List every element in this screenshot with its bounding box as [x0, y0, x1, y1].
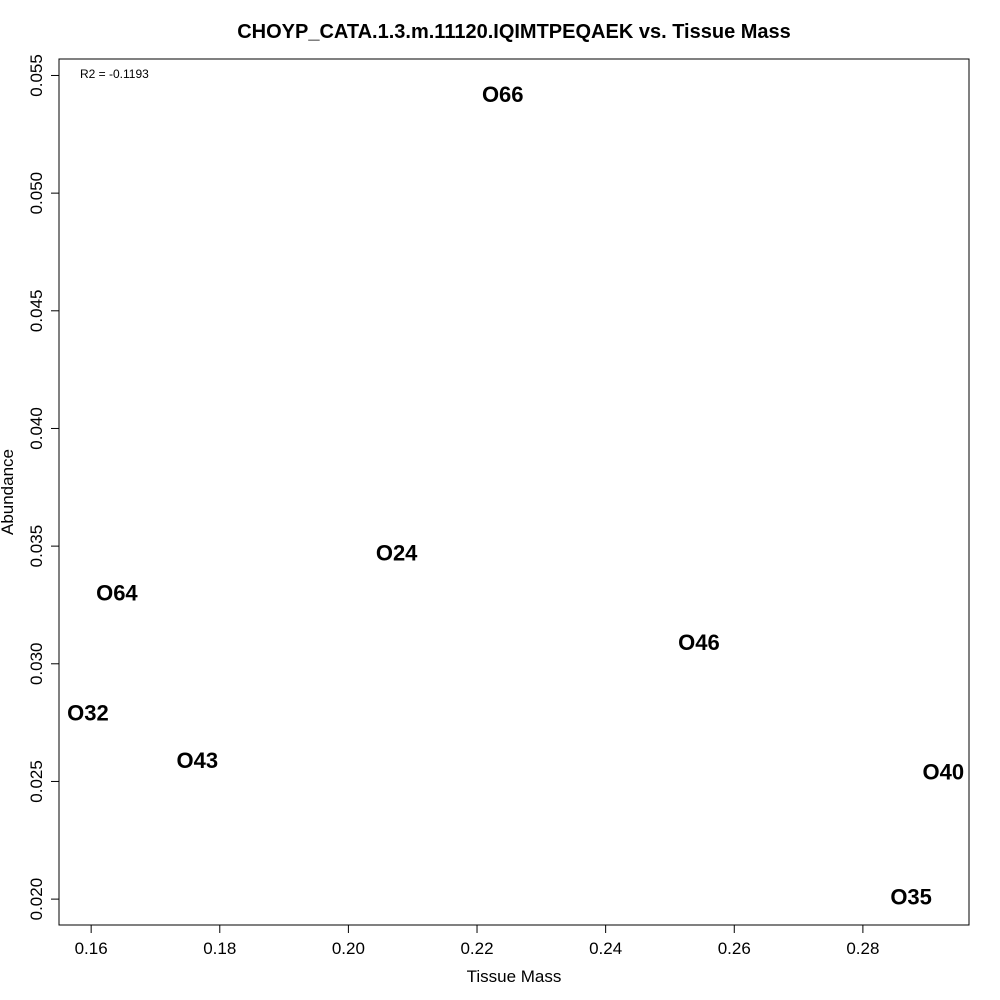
y-tick-label: 0.020 — [27, 878, 46, 921]
x-tick-label: 0.16 — [75, 939, 108, 958]
point-label-o40: O40 — [922, 760, 964, 785]
y-tick-label: 0.030 — [27, 643, 46, 686]
r2-annotation: R2 = -0.1193 — [80, 67, 149, 81]
x-tick-label: 0.24 — [589, 939, 622, 958]
point-label-o35: O35 — [890, 884, 932, 909]
plot-area-frame — [58, 58, 970, 926]
y-tick-label: 0.035 — [27, 525, 46, 568]
point-label-o46: O46 — [678, 630, 720, 655]
point-label-o32: O32 — [67, 701, 109, 726]
point-label-o66: O66 — [482, 82, 524, 107]
point-label-o24: O24 — [376, 541, 418, 566]
chart-title: CHOYP_CATA.1.3.m.11120.IQIMTPEQAEK vs. T… — [237, 21, 791, 43]
x-tick-label: 0.26 — [718, 939, 751, 958]
y-tick-label: 0.040 — [27, 407, 46, 450]
y-tick-label: 0.045 — [27, 290, 46, 333]
x-axis-label: Tissue Mass — [467, 967, 562, 986]
point-label-o64: O64 — [96, 581, 138, 606]
y-tick-label: 0.055 — [27, 54, 46, 97]
point-label-o43: O43 — [176, 748, 218, 773]
y-axis: 0.020 0.025 0.030 0.035 0.040 0.045 0.050 0.055 — [27, 54, 60, 921]
x-tick-label: 0.22 — [460, 939, 493, 958]
y-axis-label: Abundance — [0, 449, 17, 535]
x-tick-label: 0.18 — [203, 939, 236, 958]
x-axis: 0.16 0.18 0.20 0.22 0.24 0.26 0.28 — [75, 924, 879, 958]
y-tick-label: 0.050 — [27, 172, 46, 215]
x-tick-label: 0.20 — [332, 939, 365, 958]
x-tick-label: 0.28 — [846, 939, 879, 958]
data-points: O66 O24 O64 O46 O32 O43 O40 O35 — [67, 82, 964, 909]
y-tick-label: 0.025 — [27, 760, 46, 803]
